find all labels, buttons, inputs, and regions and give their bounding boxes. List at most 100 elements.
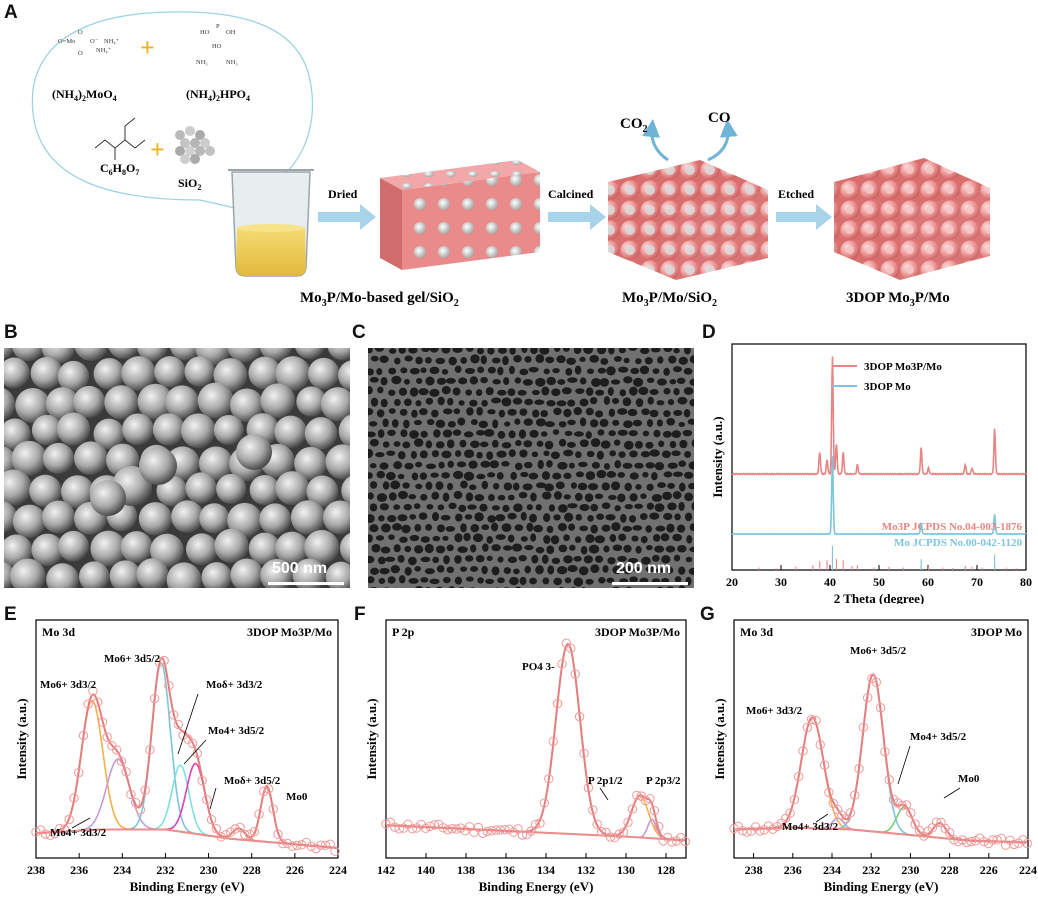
sem-pore [618, 348, 626, 354]
component-peak-3 [734, 673, 1027, 844]
sem-pore [513, 354, 522, 363]
sem-pore [507, 494, 515, 501]
sem-pore [642, 430, 650, 437]
sem-pore [420, 577, 429, 583]
sem-pore [575, 471, 585, 478]
label-leader [943, 787, 961, 799]
sem-sphere [213, 358, 248, 393]
spectrum-region: Mo 3d [42, 625, 75, 639]
sem-pore [566, 357, 576, 365]
raw-data-point [513, 824, 523, 834]
sem-pore [491, 505, 500, 511]
sem-pore [551, 388, 561, 397]
sem-pore [599, 378, 609, 387]
raw-data-point [50, 829, 60, 839]
sem-pore [589, 354, 599, 363]
raw-data-point [425, 821, 435, 832]
sem-pore [375, 535, 385, 541]
sem-pore [585, 471, 596, 481]
sem-pore [368, 555, 375, 564]
raw-data-point [789, 794, 800, 805]
sem-pore [368, 472, 373, 479]
sem-pore [510, 471, 517, 480]
calcined-cube-icon [608, 160, 768, 280]
sem-pore [586, 368, 595, 375]
reagent-3-label: C6H8O7 [100, 161, 139, 177]
sem-sphere [260, 383, 296, 419]
sem-pore [607, 557, 616, 565]
raw-data-point [202, 794, 212, 805]
sem-pore [491, 522, 499, 532]
sem-pore [647, 396, 654, 405]
sem-pore [684, 492, 694, 502]
sem-pore [689, 523, 694, 531]
sem-pore [445, 526, 456, 532]
sem-pore [476, 451, 483, 459]
sem-pore [441, 472, 450, 479]
sem-pore [456, 461, 467, 468]
sem-pore [480, 460, 491, 468]
svg-text:NH₃: NH₃ [196, 59, 208, 66]
step-label-calcined: Calcined [548, 187, 594, 201]
sem-pore [378, 515, 385, 522]
sem-pore [585, 578, 594, 585]
sem-pore [535, 565, 544, 575]
sem-pore [424, 356, 432, 364]
sem-pore [368, 348, 373, 354]
sem-pore [387, 429, 396, 436]
sem-pore [557, 566, 568, 575]
raw-data-point [254, 809, 264, 819]
sem-pore [663, 367, 670, 376]
x-tick-label: 60 [922, 575, 934, 589]
raw-data-point [330, 846, 340, 856]
raw-data-point [966, 836, 976, 847]
sem-pore [388, 348, 397, 354]
sem-pore [590, 419, 599, 428]
sem-pore [595, 389, 605, 396]
sem-pore [661, 450, 671, 459]
sem-pore [622, 462, 633, 469]
sem-pore [601, 524, 611, 532]
sem-pore [379, 462, 389, 470]
sem-pore [522, 483, 533, 491]
sem-pore [632, 525, 643, 531]
sem-pore [672, 366, 682, 373]
sem-pore [476, 406, 483, 416]
sem-pore [420, 493, 428, 501]
sem-pore [458, 504, 467, 513]
sem-pore [421, 348, 430, 352]
sem-pore [608, 408, 616, 418]
raw-data-point [557, 659, 567, 669]
sem-pore [490, 397, 502, 404]
sem-pore [455, 450, 462, 457]
sem-pore [666, 523, 675, 533]
sem-pore [368, 368, 374, 376]
sem-pore [673, 348, 680, 354]
sem-pore [393, 441, 401, 447]
raw-data-point [451, 824, 462, 834]
raw-data-point [880, 747, 890, 757]
raw-data-point [287, 841, 297, 851]
sem-pore [415, 585, 423, 588]
sem-pore [597, 367, 607, 374]
sem-pore [404, 566, 412, 576]
sem-pore [504, 421, 511, 427]
x-tick-label: 40 [824, 575, 836, 589]
raw-data-point [583, 783, 594, 793]
x-tick-label: 228 [941, 863, 959, 877]
sem-pore [581, 587, 586, 588]
sem-sphere [11, 440, 47, 477]
sem-pore [507, 534, 515, 543]
sem-sphere [90, 480, 126, 516]
sem-sphere [46, 563, 79, 588]
sem-pore [442, 535, 449, 541]
x-tick-label: 20 [726, 575, 738, 589]
sem-pore [645, 525, 653, 533]
sem-sphere [292, 558, 327, 588]
sem-sphere [306, 475, 339, 508]
sem-pore [687, 418, 694, 425]
product-label-etched: 3DOP Mo3P/Mo [846, 290, 950, 309]
sem-pore [634, 462, 644, 469]
sem-pore [688, 482, 694, 490]
sem-pore [689, 399, 694, 407]
